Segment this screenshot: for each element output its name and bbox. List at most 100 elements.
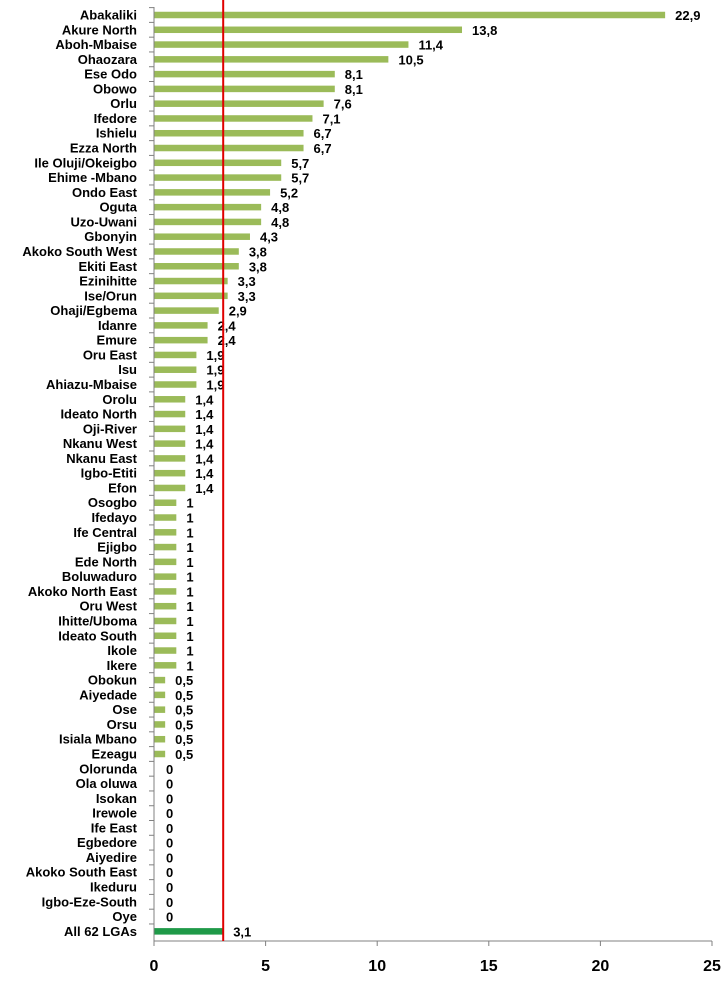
value-label: 2,4 xyxy=(218,318,237,333)
category-label: Ehime -Mbano xyxy=(48,170,137,185)
value-label: 1,4 xyxy=(195,407,214,422)
category-label: Nkanu West xyxy=(63,436,138,451)
bar xyxy=(154,735,166,743)
axis-layer: 0 5 10 15 20 25 xyxy=(149,7,721,975)
value-label: 8,1 xyxy=(345,67,363,82)
value-label: 1 xyxy=(186,644,193,659)
value-label: 0 xyxy=(166,791,173,806)
category-label: Ose xyxy=(112,702,137,717)
bar xyxy=(154,41,409,48)
category-label: Ezeagu xyxy=(91,747,137,762)
value-label: 2,4 xyxy=(218,333,237,348)
category-label: Oru East xyxy=(83,347,138,362)
value-label: 22,9 xyxy=(675,8,700,23)
bar xyxy=(154,336,208,344)
category-label: Isokan xyxy=(96,791,137,806)
bar xyxy=(154,56,389,63)
value-label: 0 xyxy=(166,850,173,865)
bar xyxy=(154,144,304,152)
bar xyxy=(154,573,177,580)
value-label: 1 xyxy=(186,614,193,629)
bar xyxy=(154,617,177,625)
value-label: 3,1 xyxy=(233,924,251,939)
x-tick-label: 20 xyxy=(592,958,610,975)
bar xyxy=(154,248,239,255)
category-label: Uzo-Uwani xyxy=(71,214,137,229)
category-label: Ezinihitte xyxy=(79,274,137,289)
category-label: Isiala Mbano xyxy=(59,732,137,747)
value-label: 1 xyxy=(186,540,193,555)
bar xyxy=(154,647,177,654)
category-label: Ese Odo xyxy=(84,67,137,82)
bar xyxy=(154,469,186,477)
bar xyxy=(154,70,335,78)
bar xyxy=(154,11,666,19)
category-label: Ile Oluji/Okeigbo xyxy=(34,155,137,170)
category-label: Ifedayo xyxy=(91,510,137,525)
value-label: 7,6 xyxy=(334,97,352,112)
category-label: Ife East xyxy=(91,820,138,835)
value-label: 3,3 xyxy=(238,289,256,304)
category-label: Osogbo xyxy=(88,495,137,510)
category-label: Akure North xyxy=(62,22,137,37)
bar xyxy=(154,189,271,196)
category-label: Ohaji/Egbema xyxy=(50,303,137,318)
bar xyxy=(154,676,166,684)
bar xyxy=(154,129,304,137)
bar xyxy=(154,662,177,669)
category-label: Aiyedade xyxy=(79,687,137,702)
value-label: 4,3 xyxy=(260,230,278,245)
x-tick-label: 10 xyxy=(368,958,386,975)
category-label: Ahiazu-Mbaise xyxy=(46,377,137,392)
category-label: Ekiti East xyxy=(78,259,137,274)
bar xyxy=(154,691,166,699)
value-label: 1 xyxy=(186,629,193,644)
bar xyxy=(154,322,208,329)
value-label: 1,4 xyxy=(195,422,214,437)
bar xyxy=(154,602,177,610)
category-label: Akoko North East xyxy=(28,584,138,599)
value-label: 0,5 xyxy=(175,732,193,747)
category-label: Ideato North xyxy=(60,407,137,422)
value-label: 6,7 xyxy=(314,126,332,141)
value-label: 0,5 xyxy=(175,747,193,762)
value-label: 0,5 xyxy=(175,673,193,688)
category-label: Irewole xyxy=(92,806,137,821)
category-label: Boluwaduro xyxy=(62,569,137,584)
value-label: 3,8 xyxy=(249,259,267,274)
value-label: 8,1 xyxy=(345,82,363,97)
value-label: 1,9 xyxy=(206,363,224,378)
value-label: 13,8 xyxy=(472,23,497,38)
value-label: 1 xyxy=(186,511,193,526)
bar xyxy=(154,396,186,403)
bar xyxy=(154,484,186,492)
bar xyxy=(154,455,186,462)
bar xyxy=(154,100,324,107)
bar xyxy=(154,351,197,359)
value-label: 0 xyxy=(166,806,173,821)
value-label: 1 xyxy=(186,584,193,599)
x-tick-label: 5 xyxy=(261,958,270,975)
category-label: Idanre xyxy=(98,318,137,333)
bar xyxy=(154,499,177,506)
bar xyxy=(154,277,228,285)
category-label: Isu xyxy=(118,362,137,377)
bar xyxy=(154,85,335,93)
bar xyxy=(154,529,177,536)
category-label: Egbedore xyxy=(77,835,137,850)
value-label: 3,8 xyxy=(249,244,267,259)
category-label: All 62 LGAs xyxy=(64,924,137,939)
bar xyxy=(154,174,282,181)
value-label: 0 xyxy=(166,836,173,851)
value-label: 1 xyxy=(186,496,193,511)
bar xyxy=(154,543,177,551)
category-label: Orolu xyxy=(102,392,137,407)
bar xyxy=(154,366,197,373)
value-label: 2,9 xyxy=(229,304,247,319)
bar xyxy=(154,558,177,566)
category-label: Ezza North xyxy=(70,141,137,156)
value-label: 0,5 xyxy=(175,688,193,703)
value-label: 1,4 xyxy=(195,466,214,481)
value-label: 0,5 xyxy=(175,703,193,718)
